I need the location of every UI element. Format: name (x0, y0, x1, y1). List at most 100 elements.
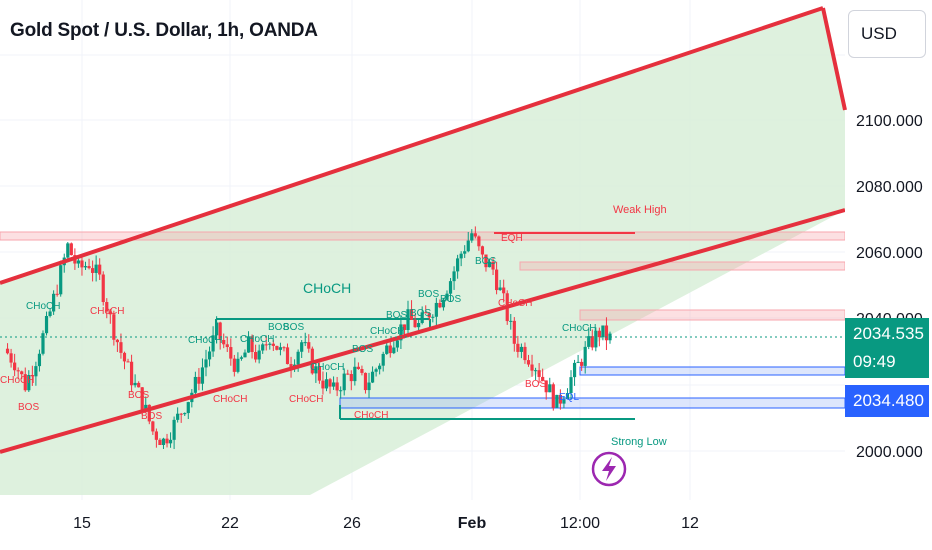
candle-body (168, 439, 173, 444)
candle-body (509, 320, 513, 322)
candle-body (604, 325, 609, 341)
channel-upper-line[interactable] (0, 6, 824, 285)
demand-zone-upper (579, 366, 846, 376)
candle-body (101, 274, 105, 303)
candle-body (395, 340, 399, 348)
candle-body (172, 419, 176, 440)
bos-label: BOS (386, 310, 407, 321)
candle-body (151, 421, 155, 432)
candle-body (179, 413, 183, 415)
candle-body (480, 246, 485, 255)
candle-body (484, 254, 488, 268)
price-scale-bg (845, 0, 932, 515)
candle-body (250, 336, 254, 352)
candle-body (541, 376, 545, 381)
candle-body (30, 375, 34, 377)
candle-body (197, 376, 201, 384)
candle-body (176, 413, 180, 420)
lightning-icon[interactable] (591, 451, 627, 487)
last-price-tag: 2034.535 09:49 (845, 318, 929, 378)
time-tick-label: 12 (681, 515, 699, 532)
candle-body (417, 323, 421, 328)
candle-body (441, 299, 446, 308)
candle-body (363, 372, 368, 391)
candle-body (41, 333, 45, 354)
candle-body (367, 382, 371, 391)
time-tick-label: Feb (458, 515, 487, 532)
candle-body (526, 360, 531, 365)
candle-body (314, 366, 318, 374)
candle-body (587, 336, 591, 347)
candle-body (193, 376, 197, 393)
candle-body (494, 269, 499, 291)
candle-body (317, 366, 322, 381)
candle-body (459, 253, 463, 259)
candle-body (296, 351, 300, 365)
candle-body (137, 382, 141, 388)
candle-body (27, 375, 31, 391)
candle-body (594, 330, 598, 348)
candle-body (349, 374, 353, 382)
candle-body (434, 302, 438, 317)
choch-label: CHoCH (354, 410, 388, 421)
candle-body (285, 347, 290, 365)
candle-body (112, 314, 116, 340)
candle-body (537, 370, 541, 377)
price-tick-label: 2080.000 (856, 179, 923, 196)
candle-body (215, 322, 219, 336)
candle-body (59, 265, 63, 295)
choch-label: CHoCH (188, 335, 222, 346)
price-tick-label: 2100.000 (856, 113, 923, 130)
candle-body (90, 268, 95, 273)
candle-body (55, 293, 59, 295)
candle-body (300, 342, 304, 352)
candle-body (34, 366, 38, 377)
candle-body (523, 346, 527, 361)
time-tick-label: 22 (221, 515, 239, 532)
candle-body (87, 266, 91, 269)
candle-body (44, 315, 49, 334)
candle-body (342, 373, 346, 391)
channel-lower-line[interactable] (0, 208, 846, 454)
candle-body (20, 371, 24, 375)
bos-label: BOS (410, 308, 431, 319)
bos-label: BOS (440, 294, 461, 305)
weak-high-label: Weak High (613, 204, 667, 216)
candle-body (353, 366, 357, 382)
choch-label: CHoCH (0, 375, 34, 386)
time-tick-label: 26 (343, 515, 361, 532)
candle-body (204, 359, 208, 368)
candle-body (438, 302, 442, 308)
candle-body (548, 384, 552, 393)
candle-body (324, 379, 329, 389)
candle-body (140, 387, 144, 410)
supply-zone-low (579, 309, 846, 321)
candle-body (427, 313, 431, 318)
candle-body (456, 258, 460, 272)
candle-body (165, 438, 169, 444)
choch-label: CHoCH (213, 394, 247, 405)
currency-button[interactable]: USD (848, 10, 926, 58)
chart-labels: CHoCH Weak High Strong Low EQH EQL (303, 204, 667, 448)
candle-body (129, 361, 134, 386)
candle-body (590, 336, 594, 348)
candle-body (144, 404, 148, 410)
candle-body (374, 369, 378, 372)
candle-body (406, 309, 410, 330)
bos-label: BOS (418, 289, 439, 300)
candle-body (232, 358, 236, 372)
choch-label: CHoCH (370, 326, 404, 337)
eql-label: EQL (559, 392, 579, 403)
candle-body (346, 373, 350, 375)
candle-body (597, 330, 601, 338)
price-tick-label: 2000.000 (856, 444, 923, 461)
channel-edge-line (821, 7, 847, 111)
candle-body (519, 346, 524, 352)
candle-body (94, 264, 98, 273)
choch-label: CHoCH (289, 394, 323, 405)
candle-body (122, 352, 127, 362)
candle-body (530, 364, 534, 371)
candle-body (225, 344, 229, 348)
candle-body (183, 413, 187, 415)
